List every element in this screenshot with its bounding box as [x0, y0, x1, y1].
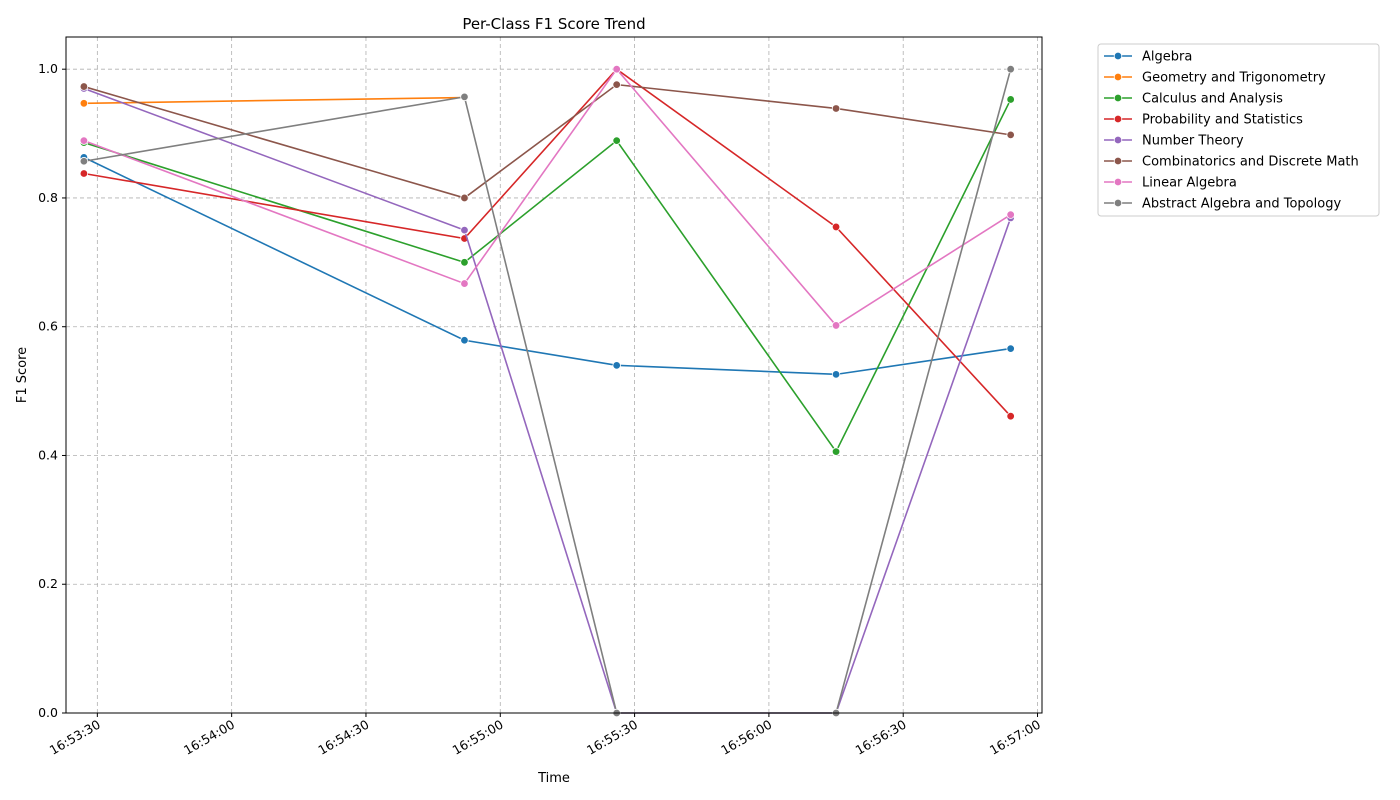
- data-point: [612, 136, 621, 145]
- series-1: [79, 93, 469, 108]
- data-point: [79, 169, 89, 178]
- series-line: [83, 87, 1012, 714]
- data-point: [79, 136, 89, 145]
- data-point: [79, 157, 89, 166]
- y-tick-label: 0.4: [38, 447, 58, 462]
- data-point: [1006, 64, 1015, 74]
- legend-entry: Probability and Statistics: [1104, 113, 1303, 128]
- data-point: [460, 92, 469, 102]
- x-tick-label: 16:55:30: [584, 717, 640, 758]
- data-point: [460, 258, 469, 267]
- plot-frame: [65, 36, 1043, 714]
- series-7: [79, 64, 1015, 718]
- y-tick-label: 1.0: [38, 61, 58, 76]
- legend-marker: [1113, 72, 1123, 82]
- series-4: [79, 84, 1015, 718]
- legend-marker: [1113, 51, 1123, 61]
- x-axis-label: Time: [537, 771, 570, 786]
- data-point: [1006, 95, 1015, 104]
- chart-title: Per-Class F1 Score Trend: [462, 15, 645, 33]
- data-point: [612, 80, 621, 89]
- x-tick-label: 16:56:30: [853, 717, 909, 758]
- x-tick-label: 16:57:00: [987, 717, 1043, 758]
- legend-label: Combinatorics and Discrete Math: [1142, 155, 1359, 170]
- legend-label: Calculus and Analysis: [1142, 92, 1283, 107]
- series-6: [79, 64, 1015, 330]
- legend-marker: [1113, 93, 1123, 103]
- data-point: [1006, 210, 1015, 219]
- y-axis-label: F1 Score: [15, 347, 30, 403]
- legend-marker: [1113, 156, 1123, 166]
- series-3: [79, 64, 1015, 421]
- legend-marker: [1113, 198, 1123, 208]
- data-point: [460, 225, 469, 235]
- series-5: [79, 80, 1015, 203]
- y-tick-label: 0.6: [38, 319, 58, 334]
- y-tick-label: 0.0: [38, 705, 58, 720]
- data-point: [831, 447, 841, 456]
- legend: Algebra Geometry and Trigonometry Calculus…: [1097, 43, 1380, 217]
- series-line: [83, 96, 465, 105]
- legend-entry: Number Theory: [1104, 134, 1244, 149]
- legend-entry: Geometry and Trigonometry: [1104, 71, 1326, 86]
- legend-entry: Combinatorics and Discrete Math: [1104, 155, 1359, 170]
- x-tick-label: 16:54:00: [181, 717, 237, 758]
- data-point: [612, 64, 621, 74]
- data-point: [831, 321, 841, 330]
- series-line: [83, 99, 1012, 454]
- grid: [66, 37, 1042, 714]
- data-point: [460, 193, 469, 203]
- data-point: [79, 99, 89, 108]
- legend-entry: Calculus and Analysis: [1104, 92, 1283, 107]
- series-line: [83, 68, 1012, 417]
- legend-marker: [1113, 177, 1123, 187]
- y-axis-ticks: 0.0 0.2 0.4 0.6 0.8 1.0: [38, 61, 66, 720]
- data-point: [831, 370, 841, 379]
- series-lines: [79, 64, 1015, 718]
- series-2: [79, 95, 1015, 456]
- data-point: [1006, 344, 1015, 353]
- legend-label: Geometry and Trigonometry: [1142, 71, 1326, 86]
- data-point: [831, 104, 841, 113]
- legend-box: [1097, 43, 1380, 217]
- data-point: [460, 279, 469, 288]
- legend-marker: [1113, 135, 1123, 145]
- x-tick-label: 16:53:30: [47, 717, 103, 758]
- data-point: [831, 222, 841, 232]
- data-point: [79, 82, 89, 91]
- data-point: [1006, 130, 1015, 140]
- legend-entry: Abstract Algebra and Topology: [1104, 197, 1341, 212]
- legend-label: Number Theory: [1142, 134, 1244, 149]
- series-0: [79, 153, 1015, 379]
- x-axis-ticks: 16:53:30 16:54:00 16:54:30 16:55:00 16:55:30…: [47, 713, 1043, 758]
- data-point: [460, 336, 469, 345]
- data-point: [1006, 412, 1015, 421]
- x-tick-label: 16:55:00: [450, 717, 506, 758]
- y-tick-label: 0.2: [38, 576, 58, 591]
- legend-marker: [1113, 114, 1123, 124]
- legend-label: Algebra: [1142, 50, 1192, 65]
- y-tick-label: 0.8: [38, 190, 58, 205]
- legend-entry: Algebra: [1104, 50, 1192, 65]
- x-tick-label: 16:54:30: [315, 717, 371, 758]
- legend-entry: Linear Algebra: [1104, 176, 1237, 191]
- x-tick-label: 16:56:00: [718, 717, 774, 758]
- legend-label: Probability and Statistics: [1142, 113, 1303, 128]
- data-point: [612, 361, 621, 370]
- legend-label: Abstract Algebra and Topology: [1142, 197, 1341, 212]
- legend-label: Linear Algebra: [1142, 176, 1237, 191]
